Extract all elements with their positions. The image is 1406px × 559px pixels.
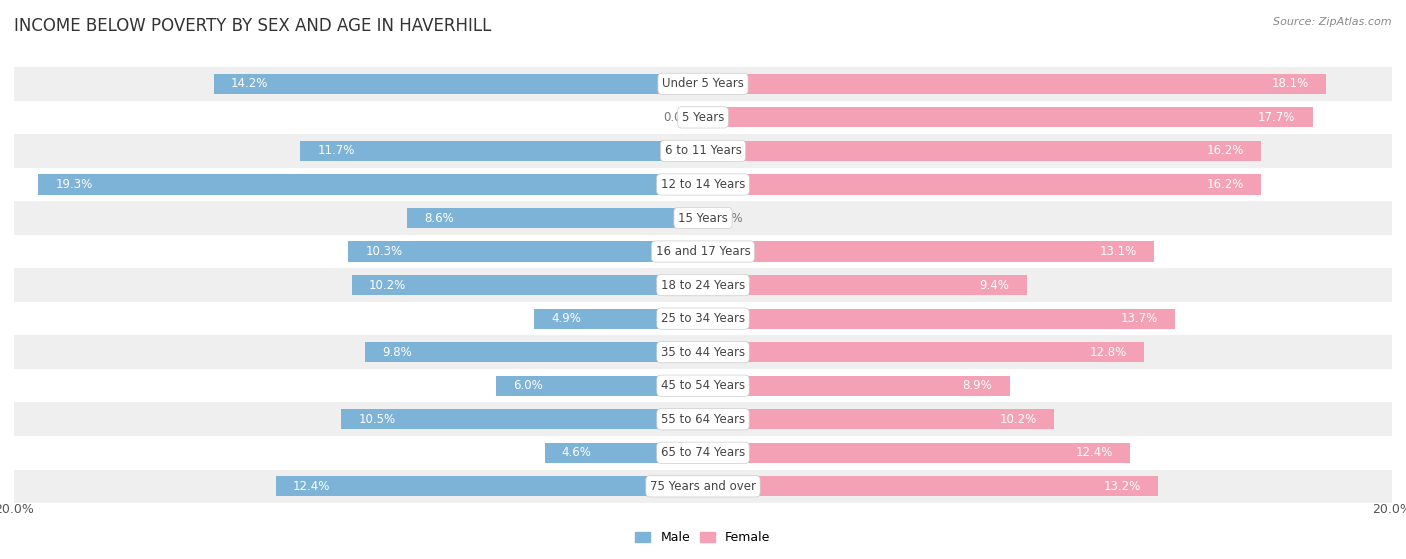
Text: 9.4%: 9.4%: [980, 278, 1010, 292]
Bar: [366, 342, 703, 362]
Bar: [38, 174, 703, 195]
FancyBboxPatch shape: [14, 168, 1392, 201]
Bar: [349, 241, 703, 262]
Text: INCOME BELOW POVERTY BY SEX AND AGE IN HAVERHILL: INCOME BELOW POVERTY BY SEX AND AGE IN H…: [14, 17, 492, 35]
Bar: [703, 342, 1144, 362]
Text: 4.6%: 4.6%: [562, 446, 592, 459]
Text: 8.6%: 8.6%: [425, 211, 454, 225]
Bar: [534, 309, 703, 329]
Text: 18 to 24 Years: 18 to 24 Years: [661, 278, 745, 292]
Text: Under 5 Years: Under 5 Years: [662, 77, 744, 91]
Text: 0.0%: 0.0%: [713, 211, 742, 225]
Text: 10.2%: 10.2%: [1000, 413, 1038, 426]
Text: 45 to 54 Years: 45 to 54 Years: [661, 379, 745, 392]
Text: 15 Years: 15 Years: [678, 211, 728, 225]
Bar: [703, 74, 1326, 94]
Text: 8.9%: 8.9%: [963, 379, 993, 392]
Bar: [214, 74, 703, 94]
Text: 13.7%: 13.7%: [1121, 312, 1157, 325]
Text: 9.8%: 9.8%: [382, 345, 412, 359]
Bar: [703, 241, 1154, 262]
Text: 19.3%: 19.3%: [55, 178, 93, 191]
FancyBboxPatch shape: [14, 268, 1392, 302]
Text: 16.2%: 16.2%: [1206, 144, 1244, 158]
Text: 13.1%: 13.1%: [1099, 245, 1137, 258]
Text: 17.7%: 17.7%: [1258, 111, 1295, 124]
Bar: [703, 443, 1130, 463]
Text: 10.3%: 10.3%: [366, 245, 402, 258]
Text: 16.2%: 16.2%: [1206, 178, 1244, 191]
Text: 12 to 14 Years: 12 to 14 Years: [661, 178, 745, 191]
Text: 25 to 34 Years: 25 to 34 Years: [661, 312, 745, 325]
Bar: [352, 275, 703, 295]
Bar: [703, 141, 1261, 161]
Bar: [703, 409, 1054, 429]
FancyBboxPatch shape: [14, 335, 1392, 369]
Text: 35 to 44 Years: 35 to 44 Years: [661, 345, 745, 359]
Text: 0.0%: 0.0%: [664, 111, 693, 124]
Text: 75 Years and over: 75 Years and over: [650, 480, 756, 493]
FancyBboxPatch shape: [14, 369, 1392, 402]
Text: 11.7%: 11.7%: [318, 144, 354, 158]
Text: 18.1%: 18.1%: [1272, 77, 1309, 91]
Bar: [496, 376, 703, 396]
Text: 20.0%: 20.0%: [0, 503, 34, 516]
Text: Source: ZipAtlas.com: Source: ZipAtlas.com: [1274, 17, 1392, 27]
Bar: [299, 141, 703, 161]
Text: 12.8%: 12.8%: [1090, 345, 1126, 359]
Text: 4.9%: 4.9%: [551, 312, 581, 325]
Text: 16 and 17 Years: 16 and 17 Years: [655, 245, 751, 258]
Text: 10.5%: 10.5%: [359, 413, 395, 426]
FancyBboxPatch shape: [14, 101, 1392, 134]
Text: 65 to 74 Years: 65 to 74 Years: [661, 446, 745, 459]
Bar: [276, 476, 703, 496]
Bar: [703, 107, 1313, 127]
Bar: [703, 376, 1010, 396]
Text: 6.0%: 6.0%: [513, 379, 543, 392]
Text: 14.2%: 14.2%: [231, 77, 269, 91]
Bar: [342, 409, 703, 429]
Bar: [703, 275, 1026, 295]
FancyBboxPatch shape: [14, 235, 1392, 268]
Bar: [703, 309, 1175, 329]
FancyBboxPatch shape: [14, 402, 1392, 436]
FancyBboxPatch shape: [14, 470, 1392, 503]
FancyBboxPatch shape: [14, 302, 1392, 335]
Text: 12.4%: 12.4%: [292, 480, 330, 493]
FancyBboxPatch shape: [14, 67, 1392, 101]
FancyBboxPatch shape: [14, 201, 1392, 235]
Bar: [406, 208, 703, 228]
FancyBboxPatch shape: [14, 134, 1392, 168]
Text: 5 Years: 5 Years: [682, 111, 724, 124]
FancyBboxPatch shape: [14, 436, 1392, 470]
Text: 12.4%: 12.4%: [1076, 446, 1114, 459]
Bar: [703, 476, 1157, 496]
Legend: Male, Female: Male, Female: [630, 526, 776, 549]
Text: 55 to 64 Years: 55 to 64 Years: [661, 413, 745, 426]
Text: 20.0%: 20.0%: [1372, 503, 1406, 516]
Bar: [703, 174, 1261, 195]
Bar: [544, 443, 703, 463]
Text: 10.2%: 10.2%: [368, 278, 406, 292]
Text: 6 to 11 Years: 6 to 11 Years: [665, 144, 741, 158]
Text: 13.2%: 13.2%: [1104, 480, 1140, 493]
